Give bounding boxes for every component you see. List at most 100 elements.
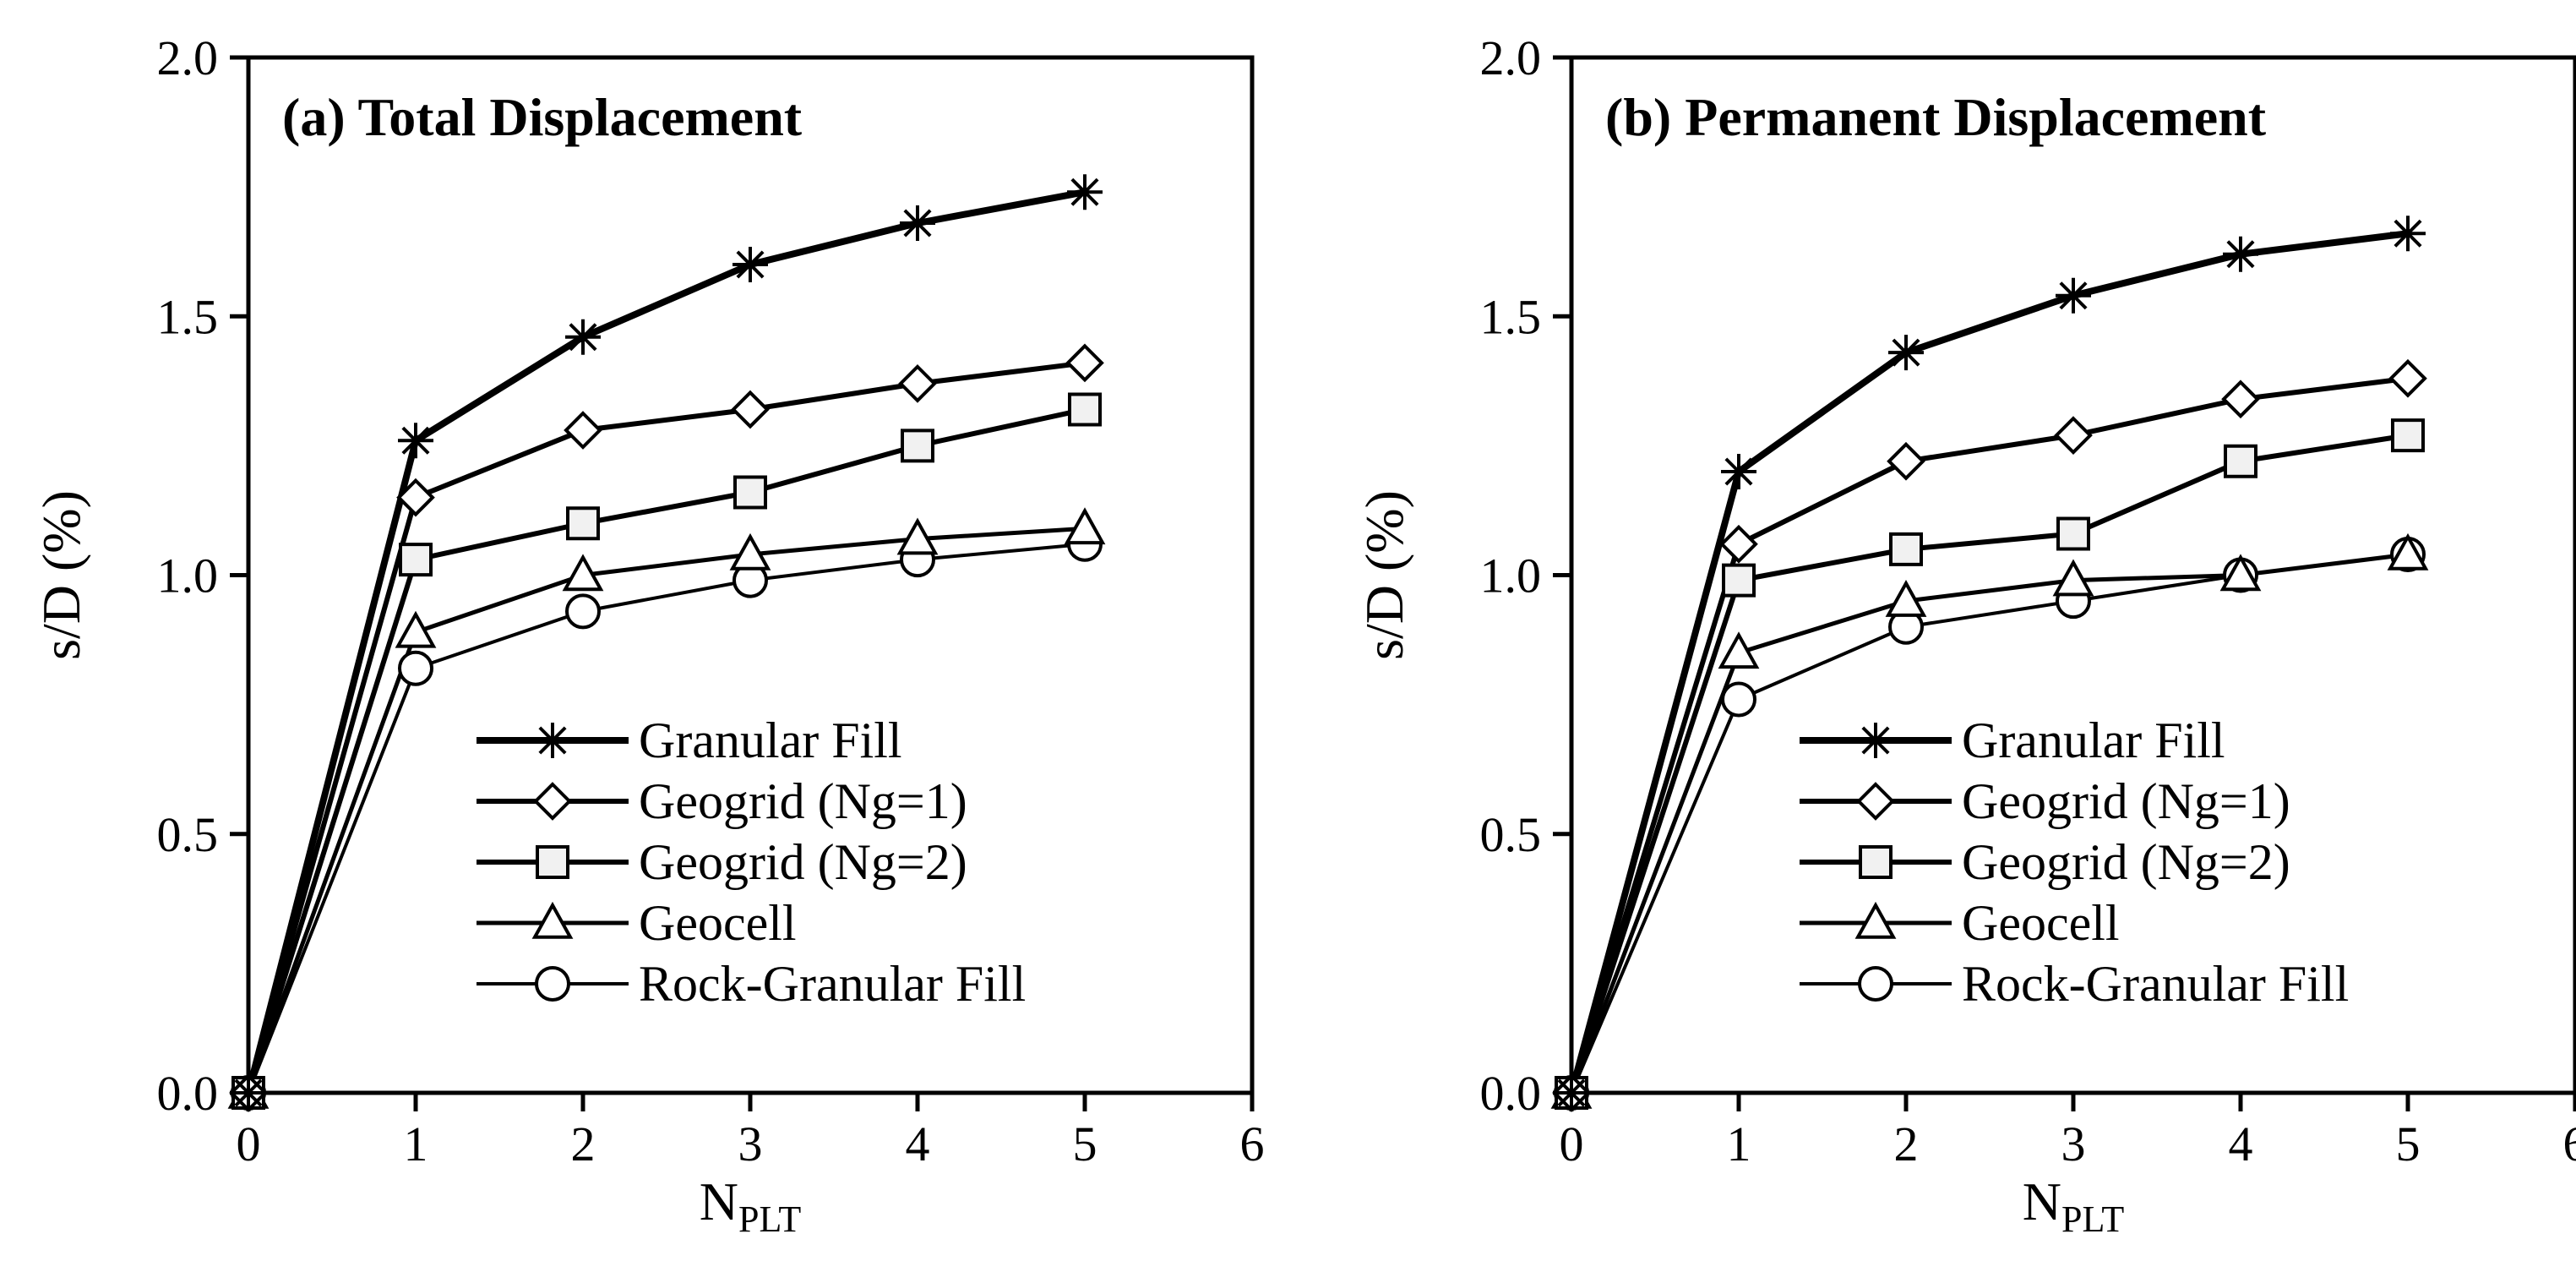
- x-tick-label: 4: [2229, 1116, 2253, 1171]
- legend-marker-star-stroke: [1861, 726, 1890, 755]
- legend-marker-diamond: [533, 782, 572, 821]
- data-point-star: [1554, 1075, 1589, 1111]
- y-axis-label: s/D (%): [31, 490, 91, 660]
- x-tick-label: 5: [2396, 1116, 2421, 1171]
- data-point-circle: [398, 650, 433, 686]
- legend-marker-star: [1858, 723, 1893, 758]
- data-point-square: [2224, 444, 2257, 478]
- y-tick-label: 1.5: [157, 289, 219, 344]
- series-line-circle: [247, 542, 1086, 1094]
- y-tick-label: 2.0: [1480, 30, 1542, 85]
- data-point-star: [1721, 454, 1756, 489]
- data-point-star: [2056, 277, 2091, 314]
- series-line-star: [245, 188, 1086, 1094]
- y-axis-label: s/D (%): [1354, 490, 1414, 660]
- data-point-star-stroke: [2226, 240, 2255, 269]
- legend-marker-diamond: [1856, 782, 1895, 821]
- x-tick-label: 1: [404, 1116, 428, 1171]
- y-tick-label: 0.0: [1480, 1066, 1542, 1121]
- data-point-star: [1888, 335, 1924, 371]
- legend-label: Geogrid (Ng=1): [639, 773, 967, 829]
- x-tick-label: 4: [906, 1116, 930, 1171]
- data-point-star-stroke: [736, 250, 765, 279]
- data-point-star: [732, 247, 768, 282]
- series-line-square: [246, 407, 1086, 1094]
- data-point-triangle: [1064, 507, 1106, 545]
- data-point-star: [2390, 216, 2426, 252]
- data-point-star: [565, 319, 601, 355]
- data-point-diamond: [1887, 441, 1925, 481]
- x-axis-label: NPLT: [700, 1171, 802, 1240]
- x-axis-label: NPLT: [2023, 1171, 2125, 1240]
- data-point-diamond: [2054, 416, 2093, 455]
- legend-marker-triangle: [531, 901, 574, 939]
- x-axis-label-subscript: PLT: [738, 1198, 801, 1240]
- x-tick-label: 2: [571, 1116, 596, 1171]
- data-point-diamond: [564, 411, 602, 450]
- x-axis-label-main: N: [2023, 1171, 2061, 1231]
- y-tick-label: 1.5: [1480, 289, 1542, 344]
- chart-title: (b) Permanent Displacement: [1605, 87, 2267, 147]
- y-tick-label: 0.0: [157, 1066, 219, 1121]
- data-point-diamond: [1719, 524, 1758, 564]
- data-point-square: [733, 475, 767, 510]
- x-tick-label: 3: [738, 1116, 763, 1171]
- data-point-star-stroke: [1724, 457, 1753, 486]
- legend-label: Geogrid (Ng=2): [639, 834, 967, 890]
- x-tick-label: 6: [2563, 1116, 2576, 1171]
- data-point-square: [901, 429, 934, 463]
- legend-label: Granular Fill: [1962, 712, 2225, 768]
- legend-marker-star: [535, 723, 570, 758]
- series-line-diamond: [246, 360, 1086, 1094]
- data-point-triangle: [2052, 559, 2094, 597]
- legend-label: Geocell: [1962, 895, 2120, 951]
- data-point-square: [399, 543, 433, 577]
- legend-label: Granular Fill: [639, 712, 902, 768]
- data-point-diamond: [898, 364, 937, 403]
- data-point-star: [2223, 236, 2258, 272]
- x-tick-label: 5: [1073, 1116, 1097, 1171]
- data-point-square: [2056, 516, 2090, 551]
- data-point-star: [398, 423, 433, 459]
- legend-marker-square: [536, 845, 569, 879]
- data-point-triangle: [562, 554, 604, 592]
- data-point-square: [566, 506, 600, 541]
- x-tick-label: 6: [1240, 1116, 1265, 1171]
- data-point-star-stroke: [1892, 338, 1920, 367]
- data-point-triangle: [729, 532, 771, 571]
- data-point-star-stroke: [1557, 1078, 1586, 1107]
- data-point-star: [231, 1075, 266, 1111]
- data-point-diamond: [731, 390, 770, 429]
- series-line-star: [1568, 230, 2409, 1095]
- x-tick-label: 2: [1894, 1116, 1919, 1171]
- x-tick-label: 0: [237, 1116, 261, 1171]
- data-point-star-stroke: [1070, 177, 1099, 206]
- data-point-star-stroke: [2394, 219, 2422, 248]
- data-point-triangle: [2219, 554, 2262, 592]
- legend-marker-circle: [535, 966, 570, 1002]
- data-point-triangle: [2387, 532, 2429, 571]
- data-point-diamond: [2221, 379, 2260, 419]
- data-point-star-stroke: [234, 1078, 263, 1107]
- data-point-triangle: [896, 517, 939, 555]
- chart-title: (a) Total Displacement: [282, 87, 803, 147]
- series-line-square: [1569, 433, 2409, 1094]
- legend-label: Rock-Granular Fill: [639, 956, 1026, 1012]
- legend-label: Geogrid (Ng=2): [1962, 834, 2290, 890]
- y-tick-label: 1.0: [157, 549, 219, 603]
- data-point-star-stroke: [903, 209, 932, 237]
- data-point-star-stroke: [569, 323, 597, 352]
- chart-panel-a: 0 1 2 3 4 5 6 0.0 0.5 1.0 1.5 2.0 (a) Total Displace…: [31, 30, 1265, 1240]
- chart-panel-b: 0 1 2 3 4 5 6 0.0 0.5 1.0 1.5 2.0 (b) Permanent Disp…: [1354, 30, 2576, 1240]
- data-point-diamond: [2388, 358, 2427, 398]
- series-line-triangle: [246, 526, 1086, 1094]
- legend-marker-square: [1859, 845, 1893, 879]
- data-point-square: [1889, 532, 1923, 566]
- legend-marker-star-stroke: [538, 726, 567, 755]
- data-point-triangle: [1718, 631, 1760, 669]
- series-line-triangle: [1569, 552, 2409, 1094]
- x-tick-label: 1: [1727, 1116, 1751, 1171]
- x-axis-label-subscript: PLT: [2061, 1198, 2124, 1240]
